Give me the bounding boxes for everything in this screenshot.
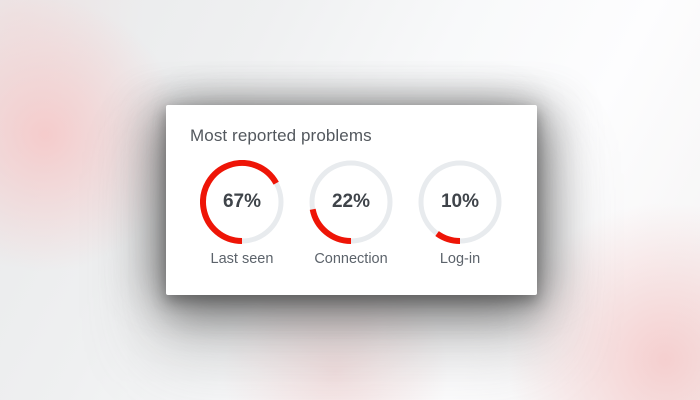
donut-arc [200,160,279,244]
donut-connection: 22% Connection [299,160,403,267]
donut-label: Log-in [439,251,481,267]
donut-chart-last-seen [200,160,284,244]
donut-ring: 22% [309,160,393,244]
donut-chart-log-in [418,160,502,244]
donut-last-seen: 67% Last seen [190,160,294,267]
donut-percent: 10% [440,191,480,212]
donut-ring: 10% [418,160,502,244]
donut-row: 67% Last seen 22% Connection [190,160,513,267]
card-title: Most reported problems [190,126,372,145]
donut-arc [309,208,352,244]
donut-label: Last seen [210,251,274,267]
most-reported-problems-card: Most reported problems 67% Last seen [166,105,537,295]
donut-label: Connection [314,251,388,267]
donut-arc [435,231,461,244]
donut-chart-connection [309,160,393,244]
donut-percent: 67% [222,191,262,212]
donut-percent: 22% [331,191,371,212]
donut-log-in: 10% Log-in [408,160,512,267]
donut-ring: 67% [200,160,284,244]
